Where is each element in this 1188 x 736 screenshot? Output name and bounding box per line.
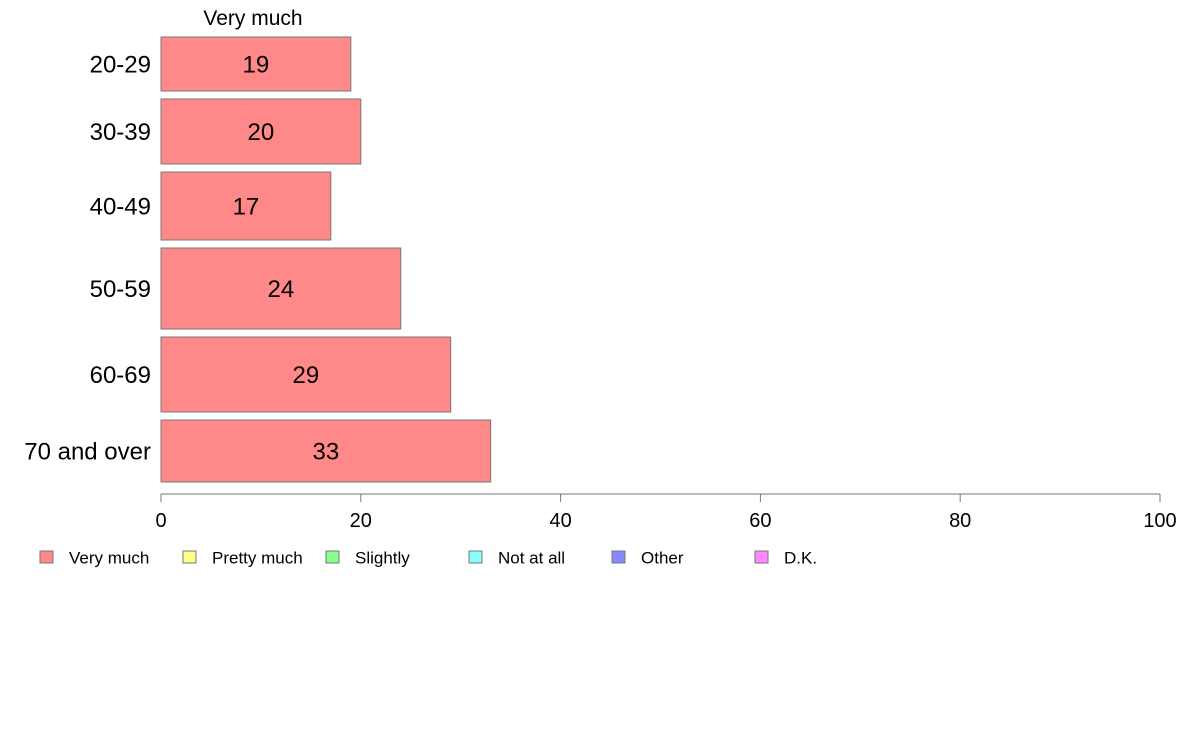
- legend-swatch: [182, 550, 197, 564]
- legend-label: Slightly: [355, 549, 410, 568]
- bar-value-label: 20: [248, 119, 275, 146]
- bars-group: 19 20 17 24 29 33: [160, 36, 492, 483]
- legend: Very much Pretty much Slightly Not at all Ot…: [39, 549, 817, 568]
- x-tick-label: 100: [1143, 510, 1176, 532]
- bar-40-49: [160, 171, 332, 241]
- category-label: 30-39: [90, 119, 151, 146]
- bar-60-69: [160, 336, 452, 413]
- category-labels: 20-29 30-39 40-49 50-59 60-69 70 and over: [24, 52, 151, 466]
- legend-swatch: [39, 550, 54, 564]
- legend-label: Very much: [69, 549, 149, 568]
- bar-value-label: 17: [233, 194, 260, 221]
- category-label: 50-59: [90, 276, 151, 303]
- bar-30-39: [160, 98, 362, 165]
- series-header: Very much: [203, 7, 302, 30]
- legend-swatch: [468, 550, 483, 564]
- x-tick-label: 0: [155, 510, 166, 532]
- legend-swatch: [325, 550, 340, 564]
- bar-20-29: [160, 36, 352, 92]
- x-tick-label: 80: [949, 510, 971, 532]
- legend-label: D.K.: [784, 549, 817, 568]
- bar-value-label: 19: [243, 52, 270, 79]
- legend-label: Other: [641, 549, 684, 568]
- category-label: 60-69: [90, 362, 151, 389]
- x-tick-label: 40: [549, 510, 571, 532]
- bar-value-label: 29: [293, 362, 320, 389]
- x-tick-label: 20: [350, 510, 372, 532]
- legend-swatch: [611, 550, 626, 564]
- legend-label: Not at all: [498, 549, 565, 568]
- bar-value-label: 33: [312, 439, 339, 466]
- x-axis: 0 20 40 60 80 100: [155, 493, 1177, 532]
- bar-70-and-over: [160, 419, 492, 483]
- bar-value-label: 24: [268, 276, 295, 303]
- legend-swatch: [754, 550, 769, 564]
- x-tick-label: 60: [749, 510, 771, 532]
- category-label: 20-29: [90, 52, 151, 79]
- legend-label: Pretty much: [212, 549, 303, 568]
- category-label: 70 and over: [24, 439, 151, 466]
- bar-50-59: [160, 247, 402, 330]
- category-label: 40-49: [90, 194, 151, 221]
